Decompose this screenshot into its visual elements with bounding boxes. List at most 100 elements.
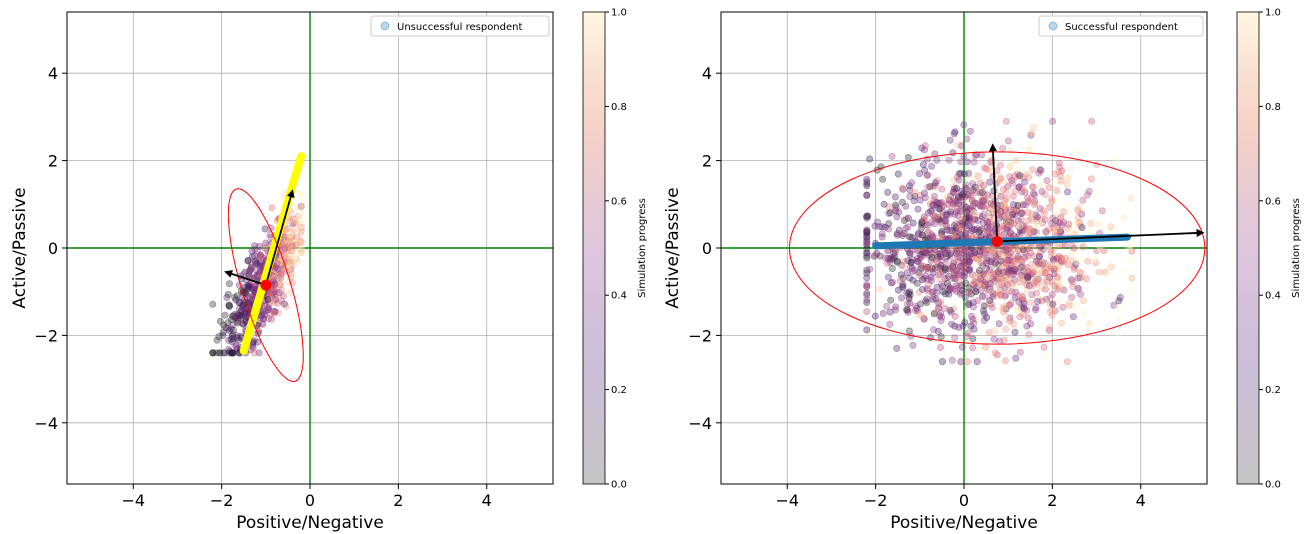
scatter-point [1069, 313, 1077, 321]
chart-right: −4 −2 0 2 4 −4 −2 0 2 4 Positive/Negative Active… [663, 8, 1302, 534]
scatter-point [960, 170, 968, 178]
scatter-point [251, 245, 259, 253]
scatter-point [1076, 290, 1084, 298]
scatter-point [1039, 258, 1047, 266]
colorbar-tick-label: 1.0 [1265, 8, 1281, 19]
scatter-point [1011, 265, 1019, 273]
scatter-point [920, 314, 928, 322]
scatter-point [239, 320, 247, 328]
legend-right: Successful respondent [1038, 15, 1204, 37]
scatter-point [863, 249, 871, 257]
scatter-point [1013, 305, 1021, 313]
scatter-point [886, 320, 894, 328]
scatter-point [236, 298, 244, 306]
scatter-point [938, 185, 946, 193]
scatter-point [879, 175, 887, 183]
scatter-point [1074, 284, 1082, 292]
scatter-point [291, 253, 299, 261]
scatter-point [1020, 178, 1028, 186]
scatter-point [987, 287, 995, 295]
scatter-point [1063, 201, 1071, 209]
scatter-point [1032, 261, 1040, 269]
scatter-point [1046, 203, 1054, 211]
scatter-point [263, 306, 271, 314]
scatter-point [990, 249, 998, 257]
scatter-point [976, 179, 984, 187]
scatter-point [949, 264, 957, 272]
scatter-point [863, 326, 871, 334]
scatter-point [939, 209, 947, 217]
scatter-point [239, 320, 247, 328]
scatter-point [987, 199, 995, 207]
scatter-point [1055, 168, 1063, 176]
scatter-point [969, 344, 977, 352]
scatter-point [953, 184, 961, 192]
scatter-point [956, 219, 964, 227]
scatter-point [969, 186, 977, 194]
scatter-point [900, 217, 908, 225]
scatter-point [969, 254, 977, 262]
scatter-point [863, 231, 871, 239]
scatter-point [968, 196, 976, 204]
scatter-point [933, 177, 941, 185]
scatter-point [250, 252, 258, 260]
scatter-point [1018, 296, 1026, 304]
scatter-point [228, 349, 236, 357]
scatter-point [288, 247, 296, 255]
scatter-point [964, 189, 972, 197]
y-ticks-left: −4 −2 0 2 4 [34, 64, 67, 433]
scatter-point [1024, 276, 1032, 284]
scatter-point [278, 266, 286, 274]
scatter-point [1003, 271, 1011, 279]
scatter-point [951, 312, 959, 320]
scatter-point [273, 260, 281, 268]
scatter-point [248, 247, 256, 255]
scatter-point [899, 283, 907, 291]
scatter-point [1005, 220, 1013, 228]
scatter-point [999, 213, 1007, 221]
legend-marker-right [1048, 21, 1058, 31]
scatter-point [952, 287, 960, 295]
scatter-point [884, 254, 892, 262]
scatter-point [866, 326, 874, 334]
scatter-point [921, 166, 929, 174]
scatter-point [982, 278, 990, 286]
scatter-point [961, 318, 969, 326]
scatter-point [965, 265, 973, 273]
scatter-point [1033, 215, 1041, 223]
scatter-point [968, 218, 976, 226]
scatter-point [881, 254, 889, 262]
scatter-point [1027, 226, 1035, 234]
scatter-point [863, 291, 871, 299]
scatter-point [1075, 204, 1083, 212]
scatter-point [966, 266, 974, 274]
scatter-point [977, 232, 985, 240]
scatter-point [229, 331, 237, 339]
scatter-point [993, 288, 1001, 296]
scatter-point [1029, 183, 1037, 191]
scatter-point [928, 162, 936, 170]
scatter-point [893, 258, 901, 266]
scatter-point [931, 214, 939, 222]
x-tick-label: 4 [1136, 491, 1146, 510]
scatter-point [289, 256, 297, 264]
scatter-point [1051, 180, 1059, 188]
scatter-point [1014, 170, 1022, 178]
scatter-point [264, 304, 272, 312]
scatter-point [891, 201, 899, 209]
scatter-point [993, 351, 1001, 359]
scatter-point [1051, 257, 1059, 265]
scatter-point [1068, 227, 1076, 235]
scatter-point [1004, 137, 1012, 145]
scatter-point [1058, 206, 1066, 214]
scatter-point [262, 307, 270, 315]
scatter-point [924, 275, 932, 283]
scatter-point [226, 347, 234, 355]
scatter-point [863, 191, 871, 199]
scatter-point [953, 173, 961, 181]
scatter-point [863, 283, 871, 291]
scatter-point [965, 211, 973, 219]
scatter-point [276, 275, 284, 283]
scatter-point [873, 249, 881, 257]
scatter-point [1036, 268, 1044, 276]
